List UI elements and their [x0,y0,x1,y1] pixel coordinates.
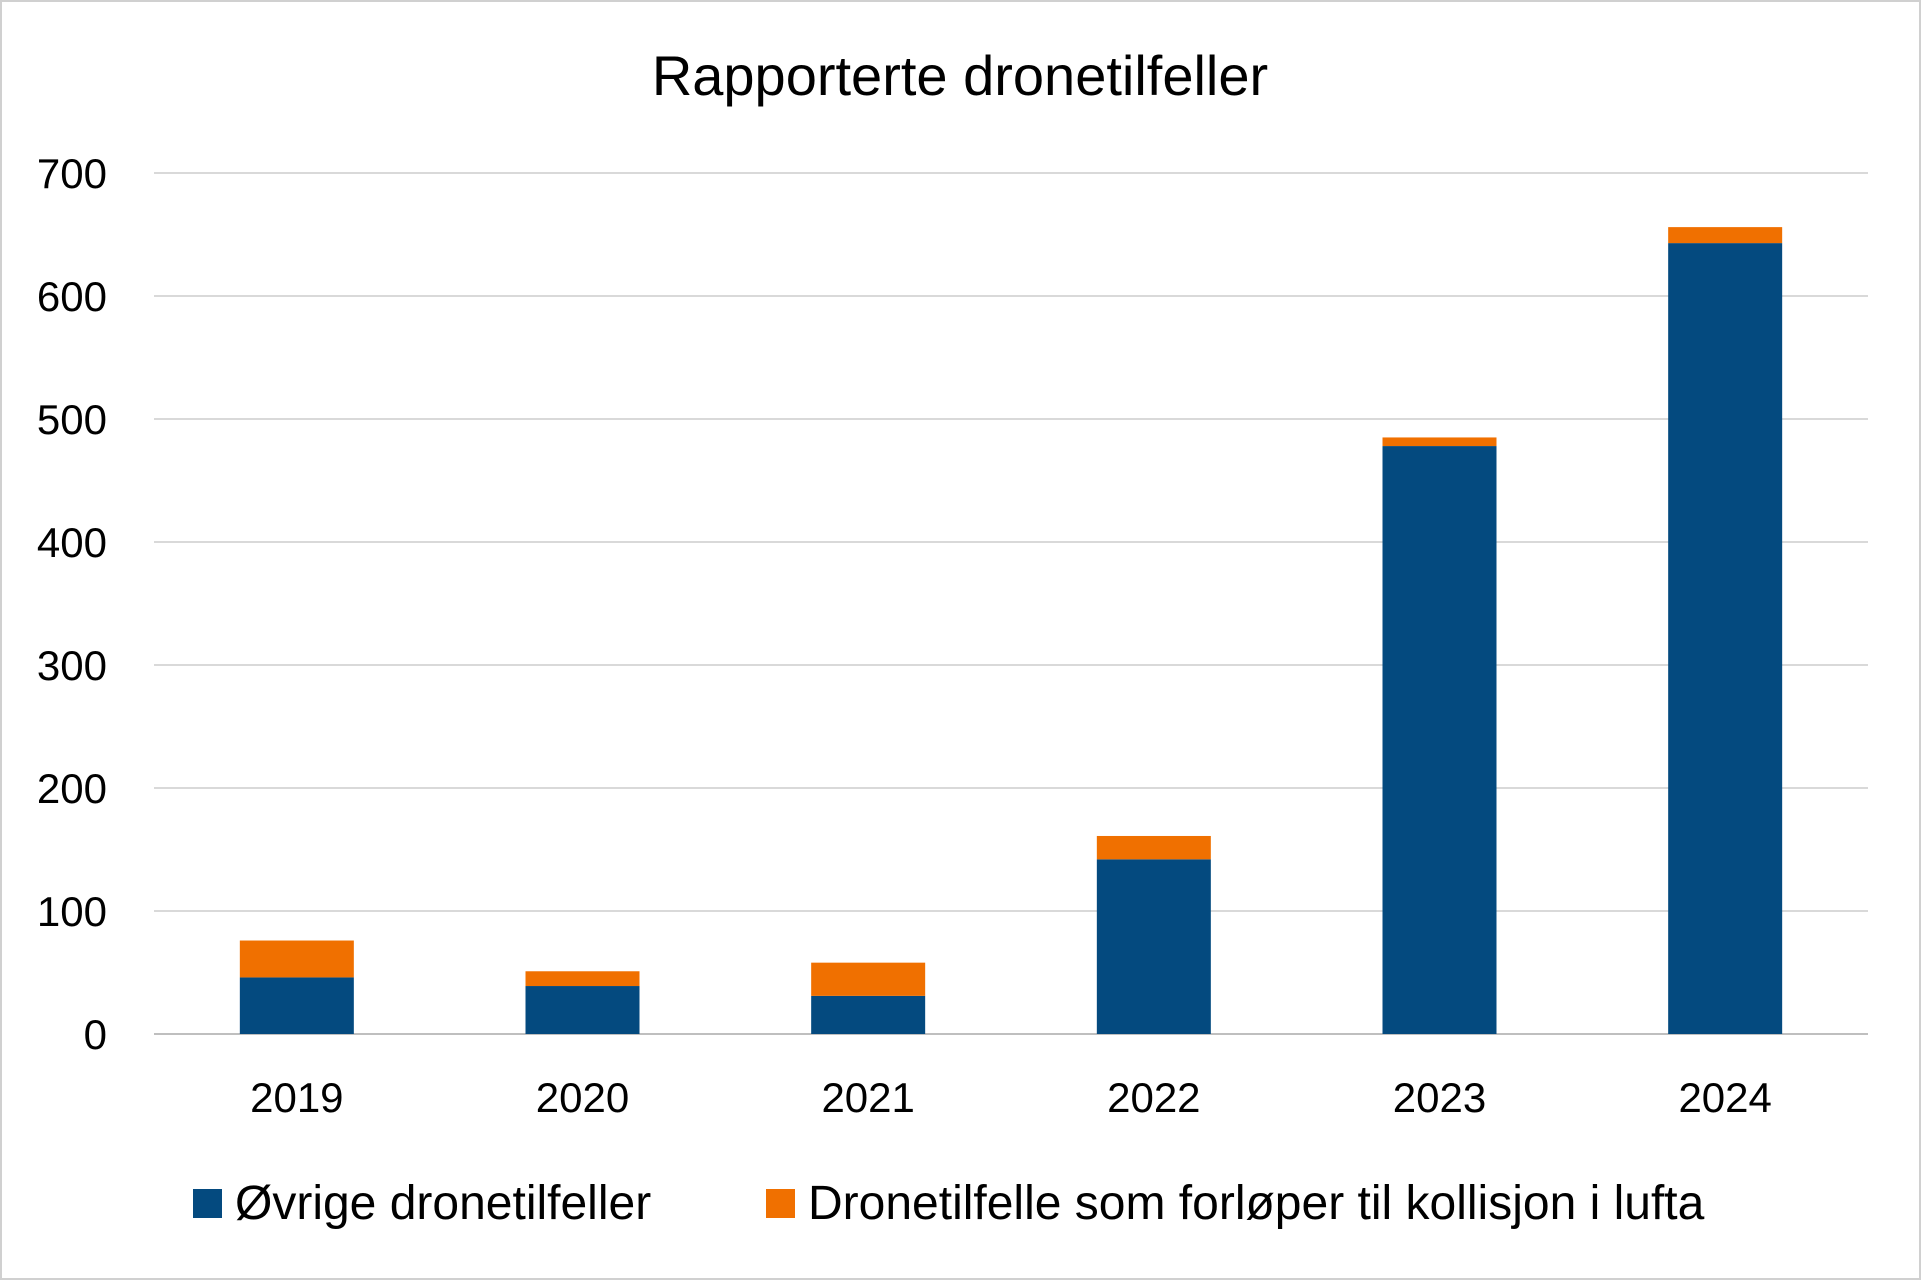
y-tick-label: 100 [37,888,107,935]
bar-segment-kollisjon-2022 [1096,835,1211,860]
y-tick-label: 300 [37,642,107,689]
bar-segment-ovrige-2021 [811,995,926,1034]
bar-segment-ovrige-2024 [1668,243,1783,1035]
bar-segment-kollisjon-2021 [811,962,926,996]
y-tick-label: 500 [37,396,107,443]
x-tick-label: 2020 [536,1074,629,1121]
x-tick-label: 2024 [1678,1074,1771,1121]
y-tick-label: 200 [37,765,107,812]
legend: Øvrige dronetilfeller Dronetilfelle som f… [193,1177,1705,1230]
y-tick-label: 700 [37,150,107,197]
y-tick-label: 400 [37,519,107,566]
gridlines [154,172,1868,1035]
bar-segment-ovrige-2023 [1382,446,1497,1034]
legend-swatch [193,1189,222,1218]
bar-segment-ovrige-2019 [239,977,354,1034]
legend-label: Dronetilfelle som forløper til kollisjon… [808,1177,1705,1230]
y-axis-ticks: 0 100 200 300 400 500 600 700 [37,150,107,1058]
x-tick-label: 2023 [1393,1074,1486,1121]
bar-segment-kollisjon-2019 [239,940,354,978]
x-tick-label: 2019 [250,1074,343,1121]
chart-title: Rapporterte dronetilfeller [652,44,1268,107]
y-tick-label: 0 [84,1011,107,1058]
legend-label: Øvrige dronetilfeller [235,1177,651,1230]
y-tick-label: 600 [37,273,107,320]
bar-segment-ovrige-2022 [1096,859,1211,1034]
x-axis-ticks: 2019 2020 2021 2022 2023 2024 [250,1074,1772,1121]
bar-segment-ovrige-2020 [525,986,640,1034]
bars [239,227,1783,1035]
bar-segment-kollisjon-2020 [525,971,640,987]
bar-segment-kollisjon-2023 [1382,437,1497,447]
bar-segment-kollisjon-2024 [1668,227,1783,244]
x-tick-label: 2021 [821,1074,914,1121]
legend-swatch [766,1189,795,1218]
x-tick-label: 2022 [1107,1074,1200,1121]
